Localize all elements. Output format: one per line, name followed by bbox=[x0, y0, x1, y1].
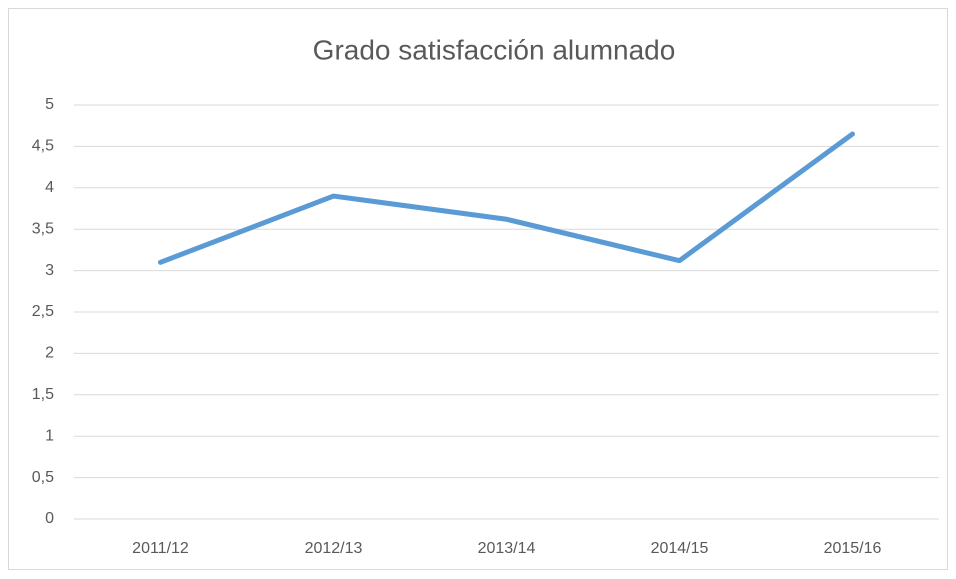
y-tick-label: 5 bbox=[45, 96, 54, 113]
y-tick-label: 2,5 bbox=[32, 303, 54, 320]
x-tick-label: 2015/16 bbox=[824, 540, 882, 557]
y-tick-label: 0,5 bbox=[32, 469, 54, 486]
x-tick-label: 2013/14 bbox=[478, 540, 536, 557]
y-tick-label: 0 bbox=[45, 510, 54, 527]
chart-title: Grado satisfacción alumnado bbox=[313, 34, 676, 65]
y-tick-label: 4,5 bbox=[32, 138, 54, 155]
x-tick-label: 2012/13 bbox=[305, 540, 363, 557]
data-line bbox=[158, 131, 855, 265]
chart-frame bbox=[8, 8, 948, 570]
y-tick-label: 1 bbox=[45, 427, 54, 444]
x-tick-label: 2014/15 bbox=[651, 540, 709, 557]
y-tick-label: 1,5 bbox=[32, 386, 54, 403]
y-tick-label: 4 bbox=[45, 179, 54, 196]
y-tick-label: 3,5 bbox=[32, 220, 54, 237]
y-tick-label: 3 bbox=[45, 262, 54, 279]
x-tick-label: 2011/12 bbox=[132, 540, 189, 557]
y-tick-label: 2 bbox=[45, 345, 54, 362]
